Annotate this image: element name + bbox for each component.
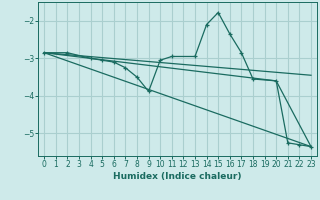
X-axis label: Humidex (Indice chaleur): Humidex (Indice chaleur) [113, 172, 242, 181]
